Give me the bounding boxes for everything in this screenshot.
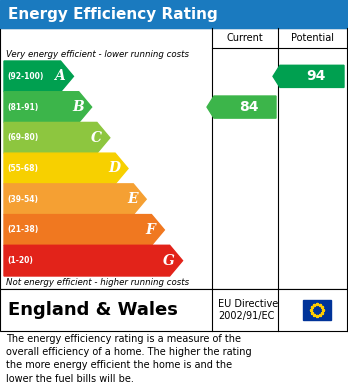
Text: (81-91): (81-91)	[7, 102, 38, 111]
Text: (21-38): (21-38)	[7, 226, 38, 235]
Bar	[0, 289, 348, 331]
Text: Potential: Potential	[292, 33, 334, 43]
Text: Not energy efficient - higher running costs: Not energy efficient - higher running co…	[6, 278, 189, 287]
Text: G: G	[163, 254, 175, 268]
Polygon shape	[4, 61, 73, 92]
Text: 84: 84	[239, 100, 258, 114]
Text: E: E	[127, 192, 137, 206]
Polygon shape	[4, 215, 164, 245]
Text: (39-54): (39-54)	[7, 195, 38, 204]
Text: D: D	[108, 161, 120, 176]
Text: Energy Efficiency Rating: Energy Efficiency Rating	[8, 7, 218, 22]
Text: The energy efficiency rating is a measure of the
overall efficiency of a home. T: The energy efficiency rating is a measur…	[6, 334, 252, 384]
Bar	[303, 300, 331, 320]
Text: England & Wales: England & Wales	[8, 301, 178, 319]
Polygon shape	[4, 184, 146, 215]
Polygon shape	[4, 92, 92, 122]
Bar	[0, 0, 348, 28]
Bar	[0, 28, 348, 289]
Polygon shape	[273, 65, 344, 88]
Polygon shape	[207, 96, 276, 118]
Text: (1-20): (1-20)	[7, 256, 33, 265]
Text: Current: Current	[227, 33, 263, 43]
Polygon shape	[4, 245, 183, 276]
Polygon shape	[4, 153, 128, 184]
Polygon shape	[4, 122, 110, 153]
Text: 94: 94	[306, 69, 325, 83]
Text: Very energy efficient - lower running costs: Very energy efficient - lower running co…	[6, 50, 189, 59]
Text: (69-80): (69-80)	[7, 133, 38, 142]
Text: A: A	[54, 69, 65, 83]
Text: EU Directive
2002/91/EC: EU Directive 2002/91/EC	[218, 299, 278, 321]
Text: F: F	[145, 223, 156, 237]
Text: B: B	[72, 100, 84, 114]
Text: (92-100): (92-100)	[7, 72, 44, 81]
Text: (55-68): (55-68)	[7, 164, 38, 173]
Text: C: C	[90, 131, 101, 145]
